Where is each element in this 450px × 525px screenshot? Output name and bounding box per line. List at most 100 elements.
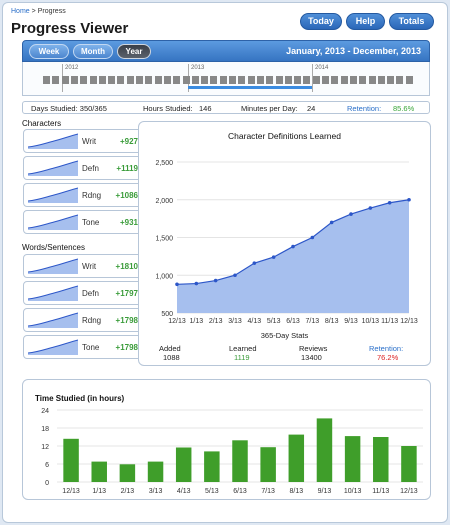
x-tick-label: 8/13 (325, 318, 339, 325)
timeline-segment (294, 76, 302, 84)
data-point (291, 244, 295, 249)
characters-card[interactable]: Rdng +1086 (23, 183, 145, 207)
x-tick-label: 8/13 (289, 488, 303, 495)
characters-card[interactable]: Defn +1119 (23, 156, 145, 180)
totals-button[interactable]: Totals (389, 13, 434, 30)
chart-x-label: 365-Day Stats (260, 331, 309, 340)
timeline-selection[interactable] (188, 86, 312, 89)
x-tick-label: 9/13 (318, 488, 332, 495)
words-card[interactable]: Rdng +1798 (23, 308, 145, 332)
timeline-year-2012: 2012 (65, 65, 79, 71)
sparkline-icon (28, 187, 78, 203)
reviews-value: 13400 (301, 353, 322, 362)
breadcrumb-home-link[interactable]: Home (11, 8, 30, 15)
week-button[interactable]: Week (29, 44, 69, 59)
added-value: 1088 (163, 353, 180, 362)
y-tick-label: 1,000 (155, 273, 173, 280)
words-card[interactable]: Tone +1798 (23, 335, 145, 359)
x-tick-label: 1/13 (190, 318, 204, 325)
bar (91, 461, 107, 482)
card-label: Writ (82, 137, 97, 146)
time-studied-bar-chart: 0 6 12 18 24 12/13 1/13 2/13 3/13 4/13 5/13 6/13 7/1… (41, 408, 423, 495)
x-tick-label: 11/13 (372, 488, 389, 495)
timeline-segment (117, 76, 125, 84)
y-tick-label: 18 (41, 426, 49, 433)
card-label: Rdng (82, 316, 102, 325)
timeline-segment (405, 76, 413, 84)
x-tick-label: 1/13 (92, 488, 106, 495)
card-value: +1119 (116, 164, 138, 173)
timeline-segment (377, 76, 385, 84)
x-tick-label: 3/13 (149, 488, 163, 495)
minutes-per-day-label: Minutes per Day: (241, 104, 298, 113)
x-tick-label: 6/13 (286, 318, 300, 325)
timeline-segment (126, 76, 134, 84)
x-tick-label: 12/13 (400, 318, 418, 325)
x-tick-label: 7/13 (261, 488, 275, 495)
bar (232, 440, 248, 482)
card-label: Writ (82, 262, 97, 271)
timeline-segment (387, 76, 395, 84)
words-card[interactable]: Defn +1797 (23, 281, 145, 305)
time-studied-title: Time Studied (in hours) (35, 394, 125, 403)
learned-value: 1119 (234, 353, 250, 362)
bar (288, 434, 305, 482)
card-value: +1798 (115, 343, 138, 352)
y-tick-label: 2,500 (155, 160, 173, 167)
today-button[interactable]: Today (300, 13, 342, 30)
timeline-year-2014: 2014 (315, 65, 329, 71)
data-point (271, 255, 276, 259)
retention-label: Retention: (347, 104, 382, 113)
timeline-segment (247, 76, 255, 84)
chart-title: Character Definitions Learned (228, 131, 341, 141)
timeline-segment (219, 76, 227, 84)
timeline-segment (108, 76, 116, 84)
definitions-chart-panel: Character Definitions Learned 500 1,000 1,… (138, 121, 431, 366)
hours-studied-label: Hours Studied: (143, 104, 193, 113)
bar (119, 464, 136, 482)
characters-card[interactable]: Tone +931 (23, 210, 145, 234)
timeline-segment (182, 76, 190, 84)
data-point (368, 206, 373, 210)
help-button[interactable]: Help (346, 13, 385, 30)
words-section-label: Words/Sentences (22, 243, 85, 252)
stats-bar: Days Studied: 350/365 Hours Studied: 146… (22, 101, 430, 114)
timeline-segment (340, 76, 348, 84)
data-point (194, 281, 199, 286)
card-label: Defn (82, 289, 99, 298)
y-tick-label: 0 (45, 480, 49, 487)
month-button[interactable]: Month (73, 44, 113, 59)
timeline-segment (201, 76, 209, 84)
bar (401, 446, 417, 482)
year-button[interactable]: Year (117, 44, 151, 59)
timeline-segment (98, 76, 106, 84)
bar (147, 461, 164, 482)
data-point (252, 261, 257, 265)
timeline-segment (359, 76, 367, 84)
sparkline-icon (28, 160, 78, 176)
timeline-segment (173, 76, 181, 84)
y-tick-label: 500 (161, 311, 173, 318)
panel-retention-value: 76.2% (377, 353, 399, 362)
timeline-segment (80, 76, 88, 84)
x-tick-label: 3/13 (228, 318, 242, 325)
definitions-area-chart: 500 1,000 1,500 2,000 2,500 12/13 1/13 2/13 3/13… (155, 160, 418, 325)
words-card[interactable]: Writ +1810 (23, 254, 145, 278)
timeline-segment (43, 76, 50, 84)
timeline-segment (331, 76, 339, 84)
bar (260, 447, 276, 482)
data-point (175, 282, 179, 287)
hours-studied-value: 146 (199, 104, 212, 113)
x-tick-label: 12/13 (400, 488, 418, 495)
bar (204, 451, 220, 482)
card-label: Defn (82, 164, 99, 173)
timeline-segment (229, 76, 236, 84)
data-point (329, 220, 334, 225)
date-range-label: January, 2013 - December, 2013 (286, 46, 421, 56)
data-point (387, 200, 392, 205)
x-tick-label: 11/13 (381, 318, 398, 325)
timeline-scrubber[interactable]: 2012 2013 2014 (22, 62, 430, 96)
characters-card[interactable]: Writ +927 (23, 129, 145, 153)
bar (175, 447, 192, 482)
area-fill (177, 199, 409, 313)
